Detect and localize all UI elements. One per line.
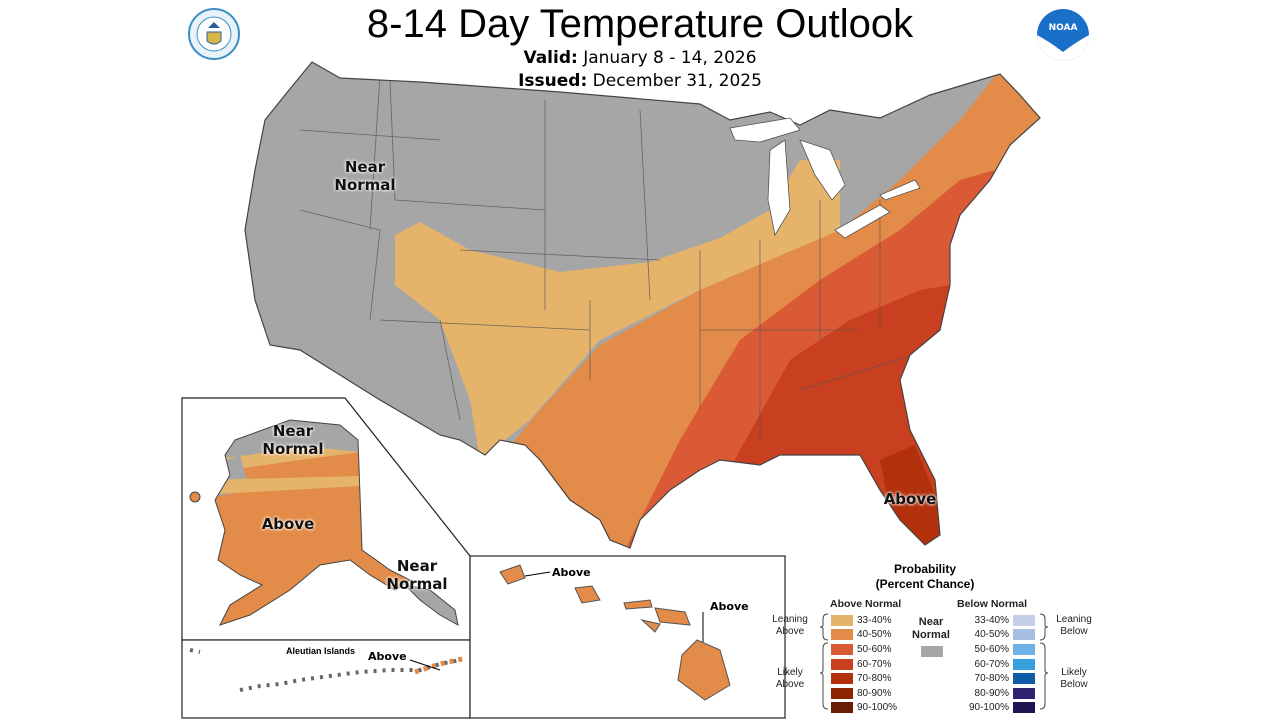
legend-swatch: [831, 687, 853, 699]
alaska-outline: [214, 419, 411, 626]
legend-range-label: 70-80%: [974, 673, 1009, 685]
legend-swatch: [1013, 614, 1035, 626]
legend-title-line2: (Percent Chance): [875, 577, 975, 591]
legend-range-label: 40-50%: [974, 629, 1009, 641]
legend-row-below-1: 40-50%: [963, 628, 1035, 643]
page-title: 8-14 Day Temperature Outlook: [366, 2, 914, 46]
legend-range-label: 80-90%: [974, 687, 1009, 699]
legend-row-below-4: 70-80%: [963, 671, 1035, 686]
commerce-seal-icon: [188, 8, 240, 60]
below-normal-header: Below Normal: [957, 598, 1028, 610]
likely-below-label: Likely Below: [1060, 667, 1088, 690]
issued-line: Issued: December 31, 2025: [0, 71, 1280, 91]
legend-row-above-3: 60-70%: [831, 657, 903, 672]
legend-range-label: 40-50%: [857, 629, 892, 641]
legend-swatch: [1013, 687, 1035, 699]
legend-title: Probability (Percent Chance): [830, 562, 1020, 592]
legend-swatch: [831, 614, 853, 626]
conus-near-normal-label: Near Normal: [334, 158, 396, 194]
legend-swatch: [1013, 643, 1035, 655]
legend-swatch: [831, 673, 853, 685]
legend-range-label: 60-70%: [857, 658, 892, 670]
legend-range-label: 80-90%: [857, 687, 892, 699]
valid-label: Valid:: [523, 48, 578, 68]
conus-above-label: Above: [883, 490, 937, 508]
hawaii-above-label-1: Above: [552, 566, 591, 579]
legend-row-below-6: 90-100%: [963, 701, 1035, 716]
legend-swatch: [1013, 702, 1035, 714]
alaska-panhandle: [403, 584, 459, 626]
legend-range-label: 50-60%: [857, 643, 892, 655]
conus-outline: [244, 61, 1041, 549]
valid-line: Valid: January 8 - 14, 2026: [0, 48, 1280, 68]
aleutian-above-label: Above: [368, 650, 407, 663]
legend-range-label: 50-60%: [974, 643, 1009, 655]
legend-row-above-2: 50-60%: [831, 642, 903, 657]
hawaii-islands: [499, 564, 731, 701]
legend-row-below-2: 50-60%: [963, 642, 1035, 657]
issued-label: Issued:: [518, 71, 588, 91]
leaning-below-label: Leaning Below: [1056, 614, 1092, 637]
near-normal-swatch: [921, 646, 943, 657]
legend-range-label: 60-70%: [974, 658, 1009, 670]
legend-row-below-0: 33-40%: [963, 613, 1035, 628]
alaska-above-label: Above: [261, 515, 315, 533]
alaska-near-normal-southeast-label: Near Normal: [386, 557, 448, 593]
leaning-above-label: Leaning Above: [772, 614, 808, 637]
great-lakes: [729, 117, 921, 239]
legend-row-above-6: 90-100%: [831, 701, 903, 716]
legend-row-above-4: 70-80%: [831, 671, 903, 686]
legend-swatch: [1013, 673, 1035, 685]
legend-row-above-1: 40-50%: [831, 628, 903, 643]
legend-range-label: 90-100%: [857, 702, 898, 714]
legend-range-label: 90-100%: [968, 702, 1009, 714]
legend-row-above-5: 80-90%: [831, 686, 903, 701]
alaska-near-normal-north-label: Near Normal: [262, 422, 324, 458]
hawaii-above-label-2: Above: [710, 600, 749, 613]
legend-swatch: [1013, 658, 1035, 670]
legend-row-above-0: 33-40%: [831, 613, 903, 628]
state-borders: [299, 74, 931, 440]
likely-above-label: Likely Above: [775, 667, 805, 690]
legend-range-label: 33-40%: [974, 614, 1009, 626]
near-normal-legend-label: Near Normal: [912, 616, 950, 641]
legend-swatch: [831, 702, 853, 714]
legend-swatch: [831, 629, 853, 641]
noaa-logo-icon: NOAA: [1037, 9, 1089, 61]
leaning-above-33-40-region: [395, 160, 840, 460]
aleutian-inset-frame: [181, 639, 471, 719]
issued-value: December 31, 2025: [592, 71, 762, 91]
aleutian-title: Aleutian Islands: [286, 646, 356, 656]
valid-value: January 8 - 14, 2026: [583, 48, 757, 68]
legend-swatch: [831, 643, 853, 655]
legend-row-below-5: 80-90%: [963, 686, 1035, 701]
legend-title-line1: Probability: [893, 562, 956, 576]
svg-text:NOAA: NOAA: [1049, 23, 1078, 33]
legend-range-label: 70-80%: [857, 673, 892, 685]
above-normal-header: Above Normal: [830, 598, 902, 610]
legend-range-label: 33-40%: [857, 614, 892, 626]
below-normal-scale: 33-40% 40-50% 50-60% 60-70% 70-80% 80-90% 90-1…: [963, 613, 1035, 715]
legend-swatch: [831, 658, 853, 670]
hawaii-inset-frame: [469, 555, 786, 719]
above-normal-scale: 33-40% 40-50% 50-60% 60-70% 70-80% 80-90% 90-1…: [831, 613, 903, 715]
legend-row-below-3: 60-70%: [963, 657, 1035, 672]
legend-swatch: [1013, 629, 1035, 641]
